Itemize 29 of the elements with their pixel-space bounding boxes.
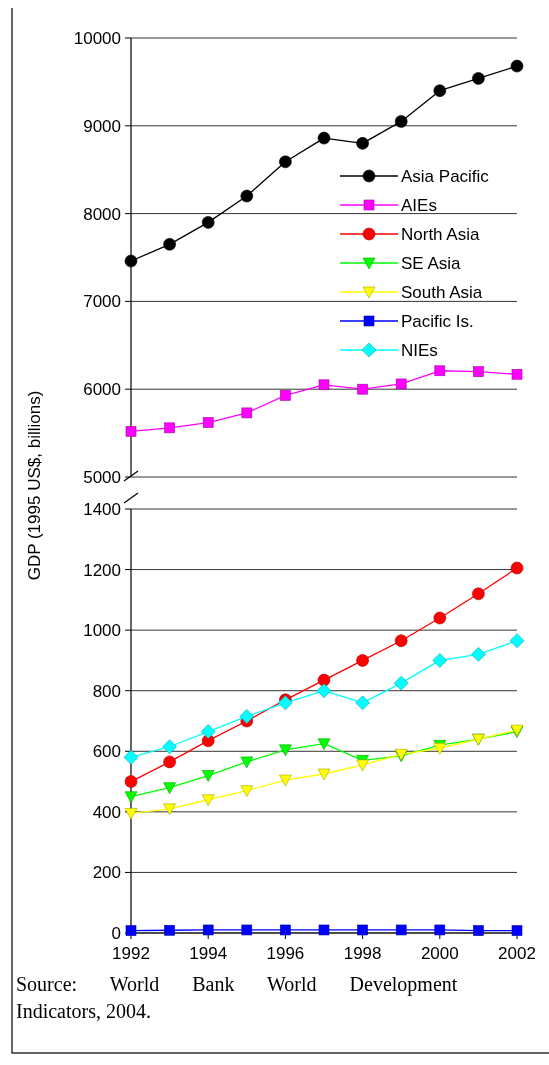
x-tick-label: 2000 [420, 944, 459, 963]
x-tick-label: 1992 [112, 944, 150, 963]
y-tick-label: 1400 [83, 499, 121, 519]
y-tick-label: 800 [92, 681, 121, 701]
y-tick-label: 5000 [83, 467, 121, 487]
y-tick-label: 1000 [83, 621, 121, 641]
x-tick-label: 2002 [498, 944, 536, 963]
legend-label: AIEs [401, 195, 437, 215]
y-tick-label: 7000 [83, 292, 121, 312]
y-axis-title: GDP (1995 US$, billions) [25, 390, 44, 581]
y-tick-label: 0 [111, 923, 121, 943]
legend-label: NIEs [401, 340, 438, 360]
legend-label: SE Asia [401, 253, 462, 273]
x-tick-label: 1996 [266, 944, 305, 963]
y-tick-label: 8000 [83, 204, 121, 224]
y-tick-label: 200 [92, 863, 121, 883]
legend-label: South Asia [401, 282, 483, 302]
y-tick-label: 6000 [83, 380, 121, 400]
y-tick-label: 400 [92, 802, 121, 822]
y-tick-label: 10000 [73, 28, 121, 48]
y-tick-label: 600 [92, 742, 121, 762]
source-note: Source: World Bank World Development Indicators, 2004. [16, 973, 458, 1022]
x-tick-label: 1994 [189, 944, 228, 963]
y-tick-label: 9000 [83, 116, 121, 136]
legend-label: Pacific Is. [401, 311, 474, 331]
legend-label: North Asia [401, 224, 480, 244]
y-tick-label: 1200 [83, 560, 121, 580]
x-tick-label: 1998 [343, 944, 382, 963]
legend-label: Asia Pacific [401, 166, 490, 186]
